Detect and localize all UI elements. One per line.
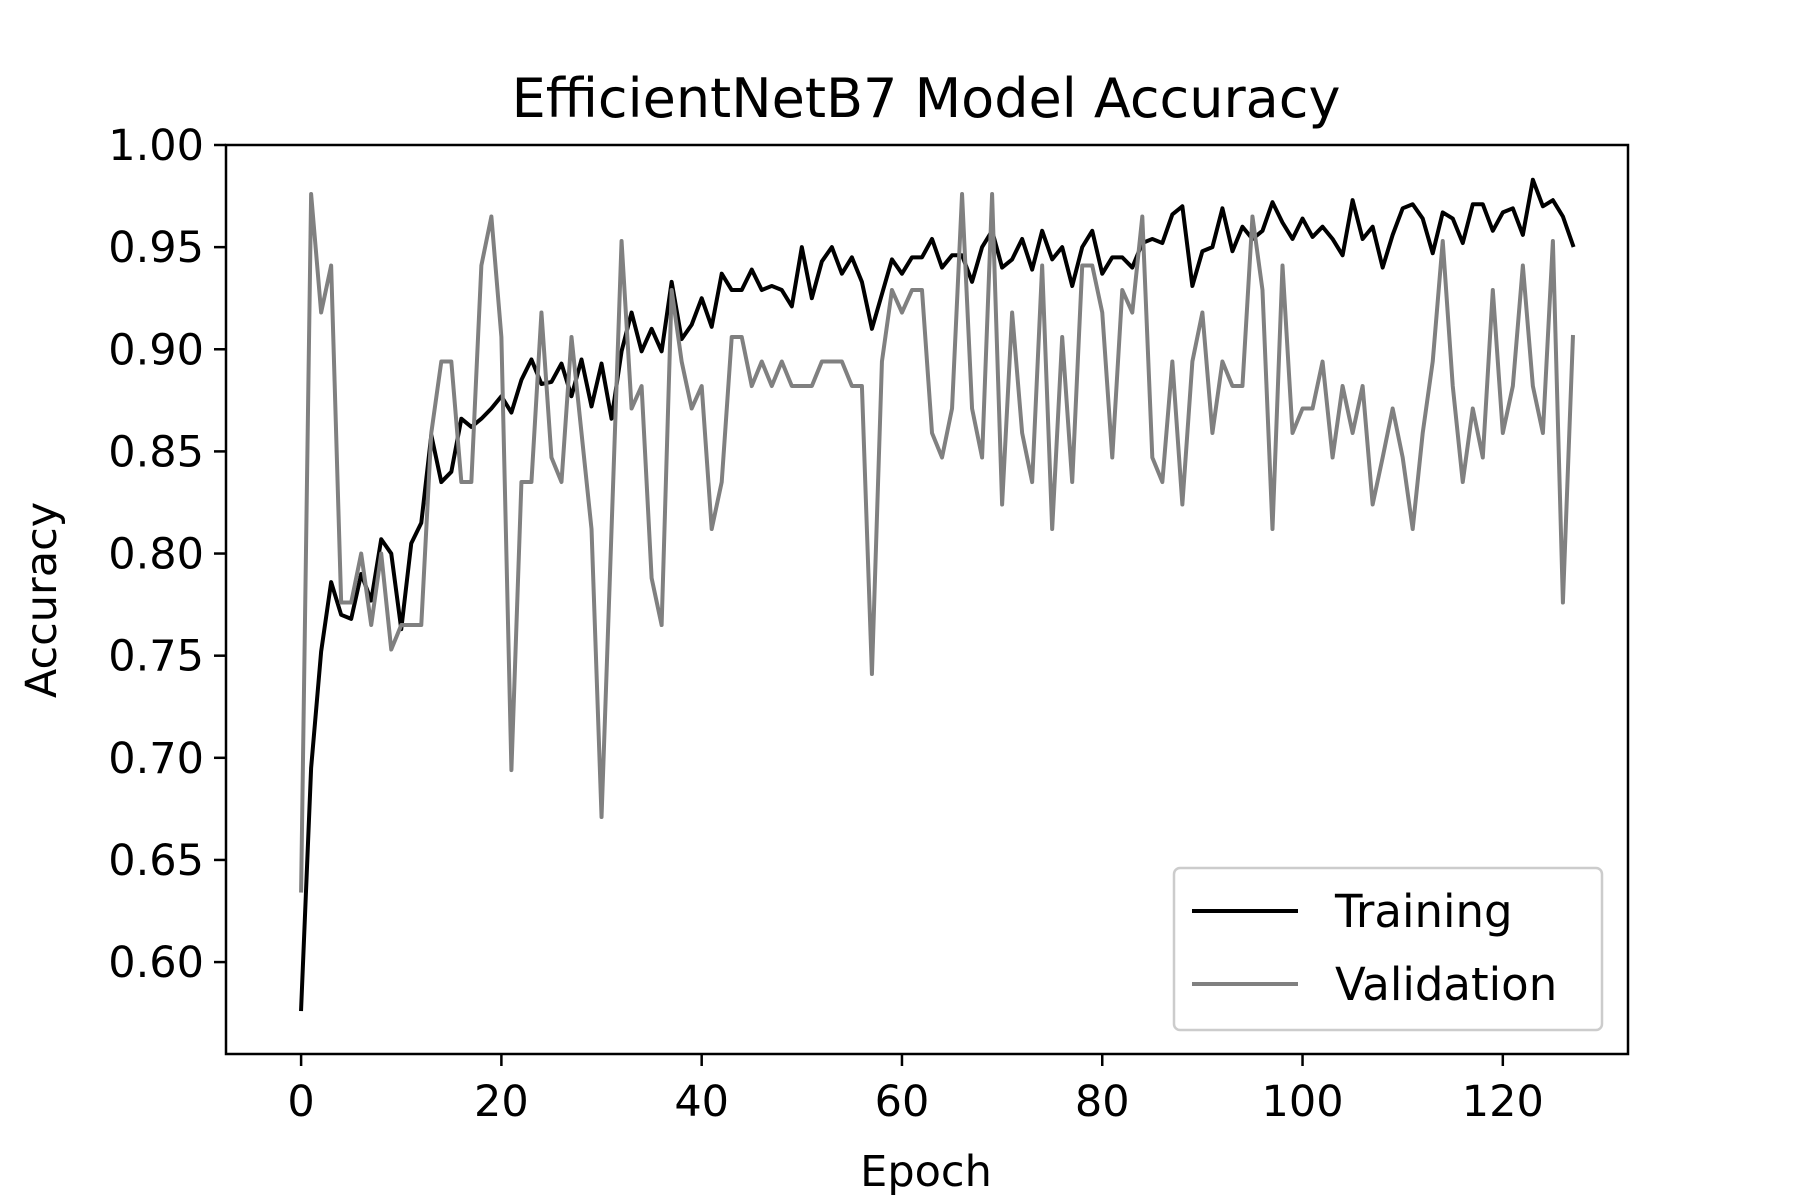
series-line-training <box>299 177 1576 1012</box>
x-tick-label: 120 <box>1462 1077 1544 1127</box>
legend: Training Validation <box>1172 866 1604 1032</box>
y-tick-label: 0.65 <box>108 836 204 886</box>
series-layer <box>299 177 1576 1012</box>
x-tick-label: 20 <box>474 1077 529 1127</box>
x-tick-label: 40 <box>674 1077 729 1127</box>
chart-title: EfficientNetB7 Model Accuracy <box>512 67 1341 130</box>
y-axis-label: Accuracy <box>17 502 67 698</box>
plot-frame <box>224 143 1630 1056</box>
y-tick-label: 0.75 <box>108 632 204 682</box>
legend-box <box>1172 866 1604 1032</box>
x-axis-label: Epoch <box>860 1147 992 1197</box>
y-tick-label: 1.00 <box>108 121 204 171</box>
legend-label-training: Training <box>1334 885 1513 938</box>
x-tick-label: 80 <box>1075 1077 1130 1127</box>
x-tick-label: 0 <box>287 1077 314 1127</box>
y-tick-label: 0.90 <box>108 325 204 375</box>
y-tick-label: 0.60 <box>108 938 204 988</box>
y-tick-label: 0.70 <box>108 734 204 784</box>
x-tick-label: 100 <box>1261 1077 1343 1127</box>
x-axis-ticks: 0 20 40 60 80 100 120 <box>287 1054 1544 1127</box>
y-tick-label: 0.85 <box>108 427 204 477</box>
x-tick-label: 60 <box>875 1077 930 1127</box>
y-axis-ticks: 0.60 0.65 0.70 0.75 0.80 0.85 0.90 0.95 1.00 <box>108 121 226 988</box>
legend-label-validation: Validation <box>1335 958 1557 1011</box>
y-tick-label: 0.80 <box>108 530 204 580</box>
series-line-validation <box>299 192 1575 893</box>
y-tick-label: 0.95 <box>108 223 204 273</box>
